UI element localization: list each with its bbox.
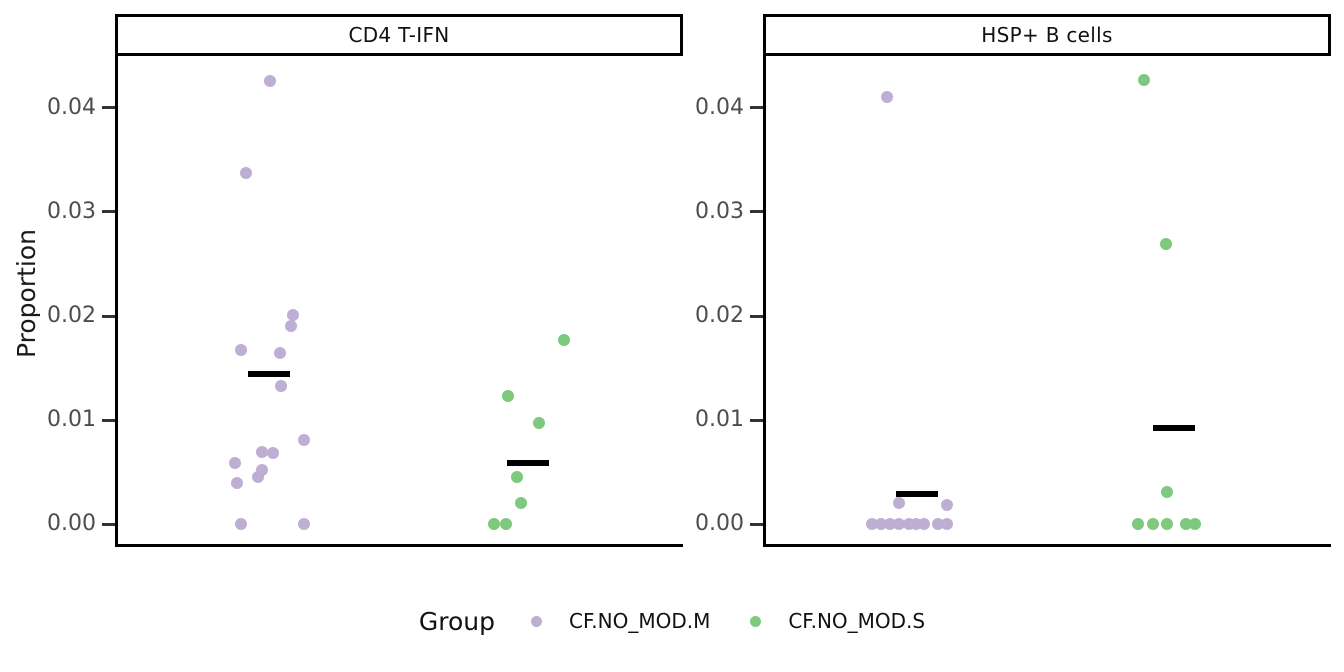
y-tick-mark [750, 418, 763, 422]
data-point [230, 476, 243, 489]
median-bar [506, 459, 549, 466]
y-tick-mark [102, 106, 115, 110]
y-tick-label: 0.02 [47, 303, 96, 328]
data-point [287, 308, 300, 321]
panel-plot-area [115, 56, 683, 547]
y-tick-mark [750, 106, 763, 110]
data-point [1131, 518, 1144, 531]
data-point [252, 471, 265, 484]
median-bar [1153, 425, 1196, 432]
facet-title: HSP+ B cells [981, 23, 1113, 47]
y-tick-label: 0.01 [47, 407, 96, 433]
median-bar [895, 491, 938, 498]
median-bar [247, 371, 290, 378]
data-point [931, 518, 944, 531]
y-tick-label: 0.00 [47, 511, 96, 537]
data-point [235, 344, 248, 357]
legend-key-dot-icon [531, 615, 542, 627]
data-point [228, 456, 241, 469]
facet-strip: HSP+ B cells [763, 14, 1331, 56]
data-point [275, 379, 288, 392]
data-point [917, 518, 930, 531]
data-point [557, 333, 570, 346]
data-point [297, 433, 310, 446]
y-tick-label: 0.03 [47, 198, 96, 224]
data-point [264, 74, 277, 87]
data-point [892, 497, 905, 510]
y-tick-label: 0.00 [695, 511, 744, 537]
data-point [502, 390, 515, 403]
y-tick-label: 0.04 [695, 94, 744, 120]
data-point [511, 471, 524, 484]
data-point [941, 518, 954, 531]
data-point [875, 518, 888, 531]
legend-item-label: CF.NO_MOD.M [569, 609, 711, 633]
y-tick-label: 0.04 [47, 94, 96, 120]
y-tick-label: 0.02 [695, 303, 744, 328]
y-tick-mark [750, 522, 763, 526]
data-point [266, 447, 279, 460]
y-tick-mark [102, 210, 115, 214]
y-tick-mark [750, 210, 763, 214]
legend-item-cf-no-mod-m: CF.NO_MOD.M [531, 609, 710, 633]
data-point [1137, 73, 1150, 86]
legend-title: Group [418, 606, 495, 636]
y-tick-label: 0.01 [695, 407, 744, 433]
data-point [1160, 238, 1173, 251]
data-point [1160, 518, 1173, 531]
data-point [487, 518, 500, 531]
facet-cd4-t-ifn: CD4 T-IFN 0.00 0.01 0.02 0.03 0.04 [47, 14, 683, 554]
data-point [285, 320, 298, 333]
data-point [1189, 518, 1202, 531]
legend-item-cf-no-mod-s: CF.NO_MOD.S [750, 609, 925, 633]
facet-strip: CD4 T-IFN [115, 14, 683, 56]
data-point [892, 518, 905, 531]
data-point [239, 167, 252, 180]
data-point [1147, 518, 1160, 531]
data-point [499, 518, 512, 531]
data-point [298, 518, 311, 531]
facet-title: CD4 T-IFN [348, 23, 450, 47]
data-point [881, 91, 894, 104]
y-tick-mark [102, 314, 115, 318]
legend: Group CF.NO_MOD.M CF.NO_MOD.S [0, 601, 1344, 641]
y-axis-title-text: Proportion [11, 229, 41, 358]
facet-hsp-b-cells: HSP+ B cells 0.00 0.01 0.02 0.03 0.04 [695, 14, 1331, 554]
y-tick-mark [750, 314, 763, 318]
data-point [515, 497, 528, 510]
y-tick-label: 0.03 [695, 198, 744, 224]
data-point [941, 498, 954, 511]
data-point [1180, 518, 1193, 531]
y-tick-mark [102, 418, 115, 422]
data-point [256, 446, 269, 459]
data-point [273, 347, 286, 360]
data-point [1161, 486, 1174, 498]
legend-key-dot-icon [750, 615, 762, 627]
data-point [532, 417, 545, 430]
panel-plot-area [763, 56, 1331, 547]
y-tick-mark [102, 522, 115, 526]
data-point [866, 518, 879, 531]
data-point [234, 518, 247, 531]
legend-item-label: CF.NO_MOD.S [788, 609, 926, 633]
